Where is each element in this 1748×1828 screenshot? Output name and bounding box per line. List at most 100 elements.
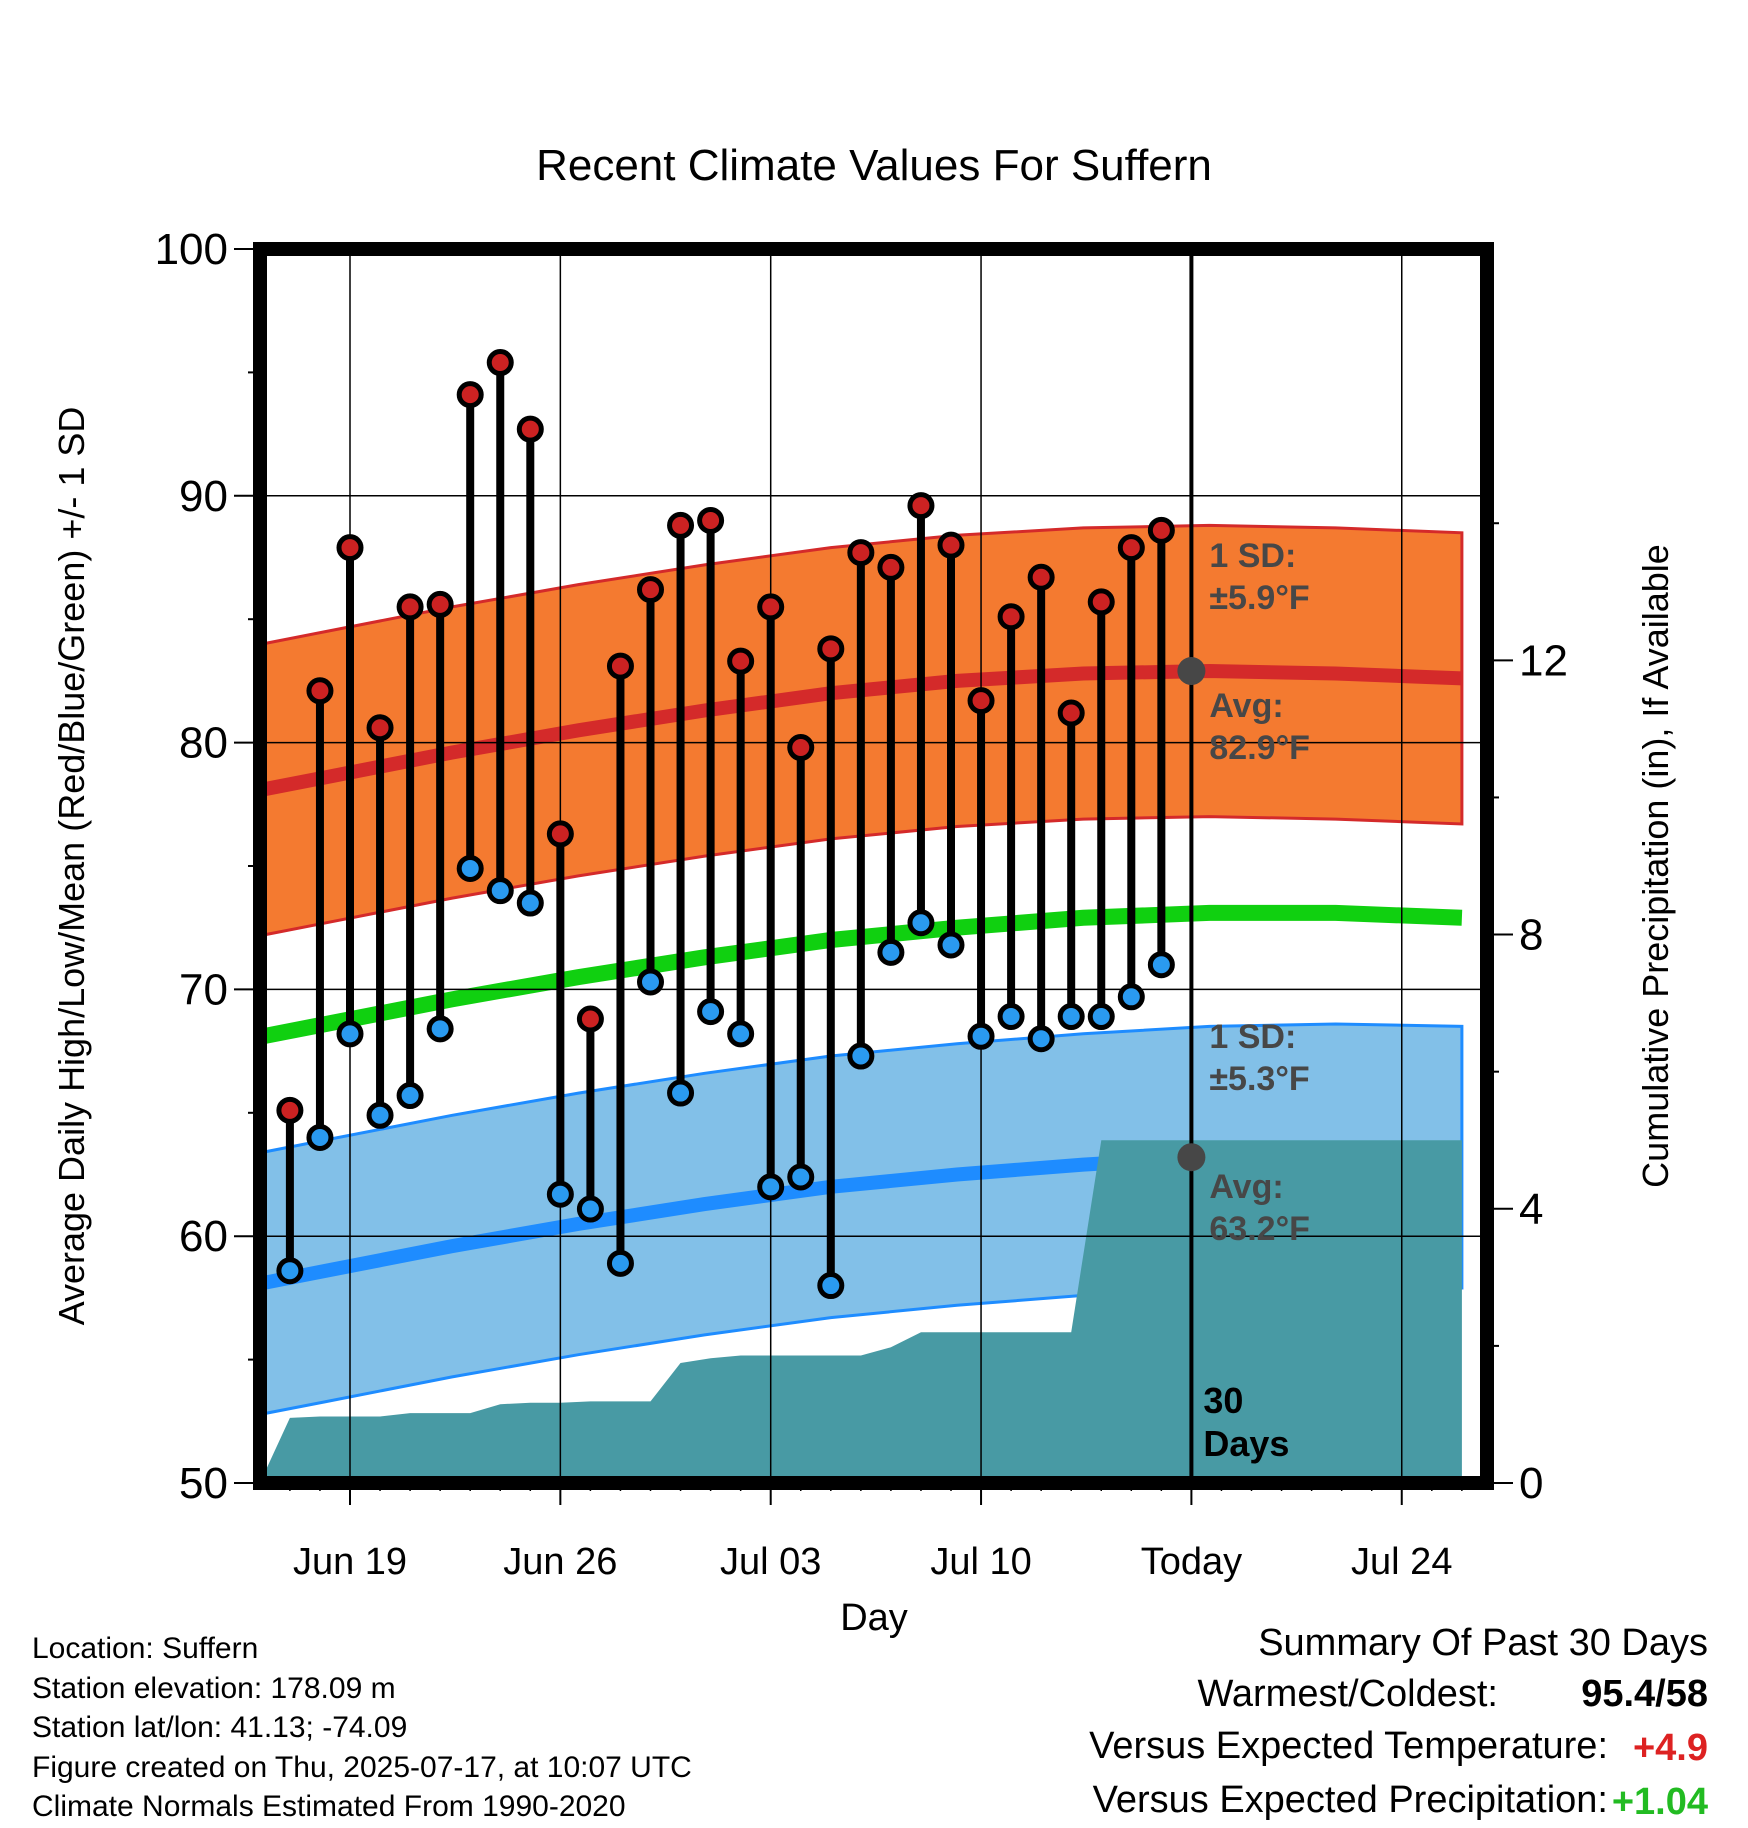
daily-low-point: [637, 968, 664, 996]
high-avg-label: Avg:: [1209, 687, 1283, 725]
daily-low-point: [997, 1003, 1025, 1031]
daily-high-point: [1027, 563, 1055, 591]
daily-high-point: [877, 553, 905, 581]
daily-high-point: [486, 349, 514, 377]
today-high-avg-marker: [1177, 657, 1206, 686]
y-axis-label: Average Daily High/Low/Mean (Red/Blue/Gr…: [51, 407, 92, 1326]
daily-low-point: [486, 877, 514, 905]
today-low-avg-marker: [1177, 1143, 1206, 1172]
y2-tick-label: 8: [1519, 911, 1543, 960]
daily-high-point: [937, 531, 965, 559]
daily-low-point: [877, 938, 905, 966]
daily-high-point: [817, 635, 845, 663]
daily-high-point: [456, 381, 484, 409]
daily-low-point: [937, 931, 965, 959]
daily-low-point: [276, 1257, 304, 1285]
y-tick-label: 90: [179, 472, 228, 521]
daily-low-point: [1087, 1003, 1115, 1031]
y-tick-label: 70: [179, 965, 228, 1014]
daily-low-point: [366, 1101, 394, 1129]
daily-low-point: [967, 1022, 995, 1050]
daily-high-point: [366, 714, 394, 742]
low-sd-value: ±5.3°F: [1209, 1060, 1309, 1098]
summary-title: Summary Of Past 30 Days: [1258, 1622, 1708, 1664]
high-avg-value: 82.9°F: [1209, 729, 1310, 767]
daily-high-point: [667, 511, 695, 539]
info-created: Figure created on Thu, 2025-07-17, at 10…: [32, 1751, 692, 1784]
daily-high-point: [967, 687, 995, 715]
daily-low-point: [1147, 951, 1175, 979]
summary-precip-value: +1.04: [1611, 1781, 1708, 1823]
x-tick-label: Today: [1141, 1541, 1242, 1583]
daily-high-point: [426, 590, 454, 618]
plot-area: [260, 249, 1487, 1483]
daily-low-point: [787, 1163, 815, 1191]
daily-high-point: [757, 593, 785, 621]
low-sd-label: 1 SD:: [1209, 1018, 1296, 1056]
y-tick-label: 80: [179, 719, 228, 768]
summary-warmest-label: Warmest/Coldest:: [1197, 1673, 1498, 1715]
daily-low-point: [456, 854, 484, 882]
daily-low-point: [757, 1173, 785, 1201]
chart-title: Recent Climate Values For Suffern: [536, 141, 1212, 190]
info-latlon: Station lat/lon: 41.13; -74.09: [32, 1711, 408, 1744]
daily-low-point: [667, 1079, 695, 1107]
days-label-text: Days: [1203, 1423, 1289, 1464]
x-tick-label: Jul 10: [930, 1541, 1031, 1583]
x-tick-label: Jul 03: [720, 1541, 821, 1583]
y2-tick-label: 12: [1519, 636, 1568, 685]
info-normals: Climate Normals Estimated From 1990-2020: [32, 1790, 626, 1823]
daily-low-point: [727, 1020, 755, 1048]
daily-high-point: [276, 1096, 304, 1124]
x-tick-label: Jul 24: [1351, 1541, 1452, 1583]
daily-low-point: [1057, 1003, 1085, 1031]
daily-high-point: [907, 492, 935, 520]
summary-warmest-value: 95.4/58: [1581, 1673, 1708, 1715]
daily-high-point: [606, 652, 634, 680]
daily-high-point: [516, 415, 544, 443]
daily-high-point: [727, 647, 755, 675]
daily-high-point: [997, 603, 1025, 631]
daily-high-point: [847, 539, 875, 567]
daily-low-point: [1117, 983, 1145, 1011]
daily-high-point: [1117, 534, 1145, 562]
daily-high-point: [1087, 588, 1115, 616]
daily-high-point: [1057, 699, 1085, 727]
daily-low-point: [697, 998, 725, 1026]
info-elevation: Station elevation: 178.09 m: [32, 1672, 396, 1705]
daily-high-point: [1147, 516, 1175, 544]
daily-low-point: [336, 1020, 364, 1048]
days-label-number: 30: [1203, 1380, 1243, 1421]
daily-low-point: [306, 1123, 334, 1151]
daily-high-point: [336, 534, 364, 562]
daily-low-point: [817, 1272, 845, 1300]
y-tick-label: 60: [179, 1212, 228, 1261]
daily-high-point: [546, 820, 574, 848]
daily-low-point: [576, 1195, 604, 1223]
daily-low-point: [396, 1082, 424, 1110]
daily-high-point: [697, 506, 725, 534]
daily-low-point: [606, 1249, 634, 1277]
x-axis-label: Day: [840, 1597, 908, 1639]
low-avg-label: Avg:: [1209, 1168, 1283, 1206]
y2-axis-label: Cumulative Precipitation (in), If Availa…: [1635, 544, 1676, 1188]
summary-temp-value: +4.9: [1632, 1727, 1708, 1769]
daily-high-point: [576, 1005, 604, 1033]
high-sd-value: ±5.9°F: [1209, 579, 1309, 617]
daily-high-point: [637, 576, 664, 604]
daily-high-point: [396, 593, 424, 621]
daily-low-point: [426, 1015, 454, 1043]
low-avg-value: 63.2°F: [1209, 1210, 1310, 1248]
x-tick-label: Jun 26: [503, 1541, 617, 1583]
info-location: Location: Suffern: [32, 1632, 259, 1665]
daily-low-point: [546, 1180, 574, 1208]
daily-high-point: [306, 677, 334, 705]
y-tick-label: 50: [179, 1459, 228, 1508]
y2-tick-label: 0: [1519, 1459, 1543, 1508]
daily-low-point: [1027, 1025, 1055, 1053]
daily-low-point: [516, 889, 544, 917]
summary-temp-label: Versus Expected Temperature:: [1089, 1725, 1608, 1767]
precip-area: [260, 1140, 1462, 1483]
y-tick-label: 100: [155, 225, 228, 274]
